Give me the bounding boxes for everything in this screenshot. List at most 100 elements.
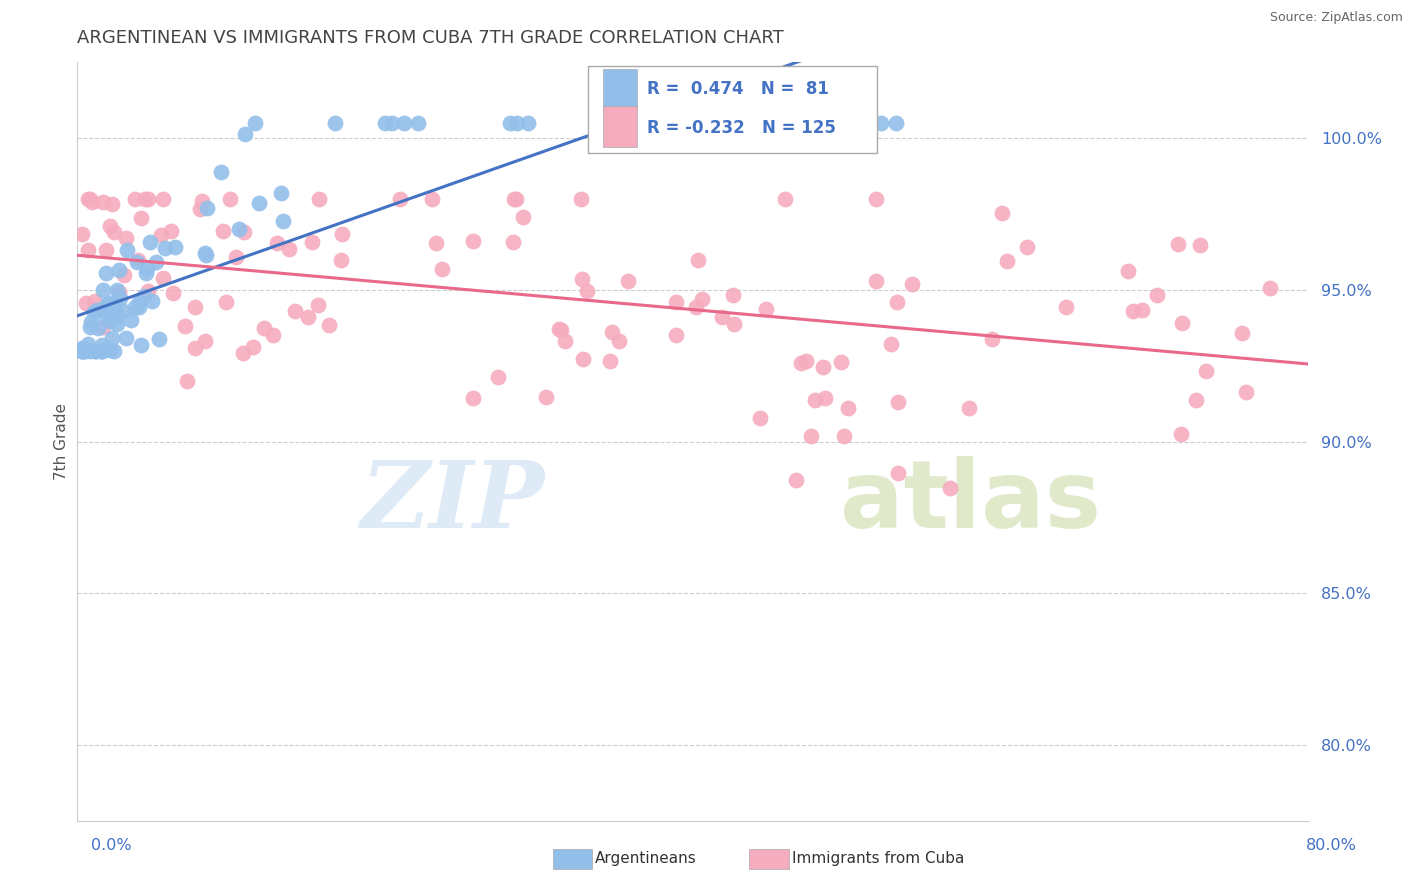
Point xyxy=(430,261,453,276)
Text: R = -0.232   N = 125: R = -0.232 N = 125 xyxy=(647,120,835,137)
Point xyxy=(880,337,903,351)
Text: Immigrants from Cuba: Immigrants from Cuba xyxy=(792,851,965,865)
Point xyxy=(96,266,118,280)
Point xyxy=(105,317,128,331)
Point xyxy=(233,225,256,239)
Point xyxy=(107,285,129,300)
Point xyxy=(70,343,93,358)
Point xyxy=(215,294,238,309)
Point xyxy=(80,316,103,330)
Point xyxy=(70,341,93,355)
Point xyxy=(165,240,187,254)
Point xyxy=(830,355,852,369)
Point xyxy=(711,310,734,325)
Point xyxy=(1167,237,1189,252)
Point xyxy=(94,243,117,257)
Point xyxy=(80,194,103,209)
Point xyxy=(790,356,813,370)
Point xyxy=(96,296,118,310)
Point xyxy=(75,296,97,310)
Point xyxy=(571,272,593,286)
Point xyxy=(266,236,288,251)
Point xyxy=(125,255,148,269)
Point xyxy=(91,343,114,358)
Point xyxy=(534,390,557,404)
Point xyxy=(153,241,176,255)
Point xyxy=(100,307,122,321)
Point xyxy=(98,219,121,233)
Point xyxy=(108,291,131,305)
Point xyxy=(685,301,707,315)
Point xyxy=(105,284,128,298)
Point xyxy=(70,342,93,356)
Point xyxy=(91,194,114,209)
Point xyxy=(94,309,117,323)
Point xyxy=(887,395,910,409)
Point xyxy=(148,332,170,346)
Point xyxy=(488,369,510,384)
Point xyxy=(554,334,576,348)
Point xyxy=(837,401,859,415)
Point xyxy=(991,205,1014,219)
Point xyxy=(124,192,146,206)
Point xyxy=(1189,238,1212,252)
Point xyxy=(209,165,232,179)
Point xyxy=(252,320,274,334)
Point xyxy=(1171,316,1194,330)
Point xyxy=(599,354,621,368)
Point xyxy=(184,301,207,315)
Point xyxy=(91,319,114,334)
Point xyxy=(112,268,135,282)
Point xyxy=(100,296,122,310)
Point xyxy=(1184,392,1206,407)
Point xyxy=(190,194,212,209)
Point xyxy=(131,337,153,351)
Point xyxy=(104,303,127,318)
Point xyxy=(502,235,524,249)
Point xyxy=(330,227,353,241)
Point xyxy=(408,116,430,130)
Point xyxy=(115,231,138,245)
Text: Source: ZipAtlas.com: Source: ZipAtlas.com xyxy=(1270,11,1403,24)
Point xyxy=(665,294,688,309)
Point xyxy=(381,116,404,130)
Point xyxy=(101,196,124,211)
Point xyxy=(811,360,834,375)
Point xyxy=(79,192,101,206)
Point xyxy=(83,343,105,358)
Point xyxy=(70,227,93,241)
Point xyxy=(308,192,330,206)
Point xyxy=(79,343,101,358)
Text: 0.0%: 0.0% xyxy=(91,838,132,853)
Point xyxy=(212,224,235,238)
Point xyxy=(195,248,218,262)
Point xyxy=(1195,364,1218,378)
Point xyxy=(773,192,796,206)
Point xyxy=(70,343,93,357)
Point xyxy=(754,301,776,316)
Point xyxy=(516,116,538,130)
Point xyxy=(796,354,818,368)
Bar xyxy=(588,66,877,153)
Point xyxy=(127,252,149,267)
Point xyxy=(115,243,138,257)
Text: 80.0%: 80.0% xyxy=(1306,838,1357,853)
Point xyxy=(114,331,136,345)
Point xyxy=(995,253,1018,268)
Point xyxy=(91,284,114,298)
Point xyxy=(96,341,118,355)
Point xyxy=(79,320,101,334)
Point xyxy=(388,192,411,206)
Point xyxy=(301,235,323,249)
Text: R =  0.474   N =  81: R = 0.474 N = 81 xyxy=(647,80,828,98)
Point xyxy=(506,116,529,130)
Point xyxy=(225,250,247,264)
Text: Argentineans: Argentineans xyxy=(595,851,696,865)
Point xyxy=(503,192,526,206)
Point xyxy=(463,391,485,405)
Point xyxy=(284,304,307,318)
Point xyxy=(329,252,352,267)
Point xyxy=(939,482,962,496)
Point xyxy=(981,332,1004,346)
Point xyxy=(609,334,631,348)
